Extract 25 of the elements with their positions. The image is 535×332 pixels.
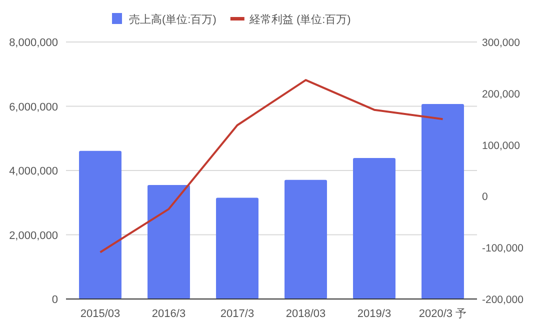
y-tick-label: 4,000,000 [9,166,58,178]
x-tick-label: 2018/03 [286,308,326,320]
x-tick-label: 2015/03 [80,308,120,320]
legend-label: 売上高(単位:百万) [129,13,216,26]
y-tick-label: 8,000,000 [9,37,58,49]
bar [284,180,327,299]
x-tick-label: 2020/3 予 [418,308,467,320]
y2-tick-label: -200,000 [482,294,524,306]
bar [422,104,464,299]
y-tick-label: 6,000,000 [9,101,58,114]
bar [79,150,122,299]
y-tick-label: 0 [52,294,58,306]
y2-tick-label: -100,000 [482,242,524,255]
bar [353,158,396,299]
y-tick-label: 2,000,000 [9,230,58,242]
y2-tick-label: 0 [482,191,488,204]
y2-tick-label: 200,000 [482,88,520,100]
x-tick-label: 2019/3 [357,308,392,320]
bar [148,184,190,299]
y2-tick-label: 300,000 [482,37,520,49]
legend-label: 経常利益 (単位:百万) [248,13,351,26]
x-tick-label: 2016/3 [152,308,186,320]
bar [216,198,258,299]
x-tick-label: 2017/3 [220,308,254,320]
y2-tick-label: 100,000 [482,140,520,152]
